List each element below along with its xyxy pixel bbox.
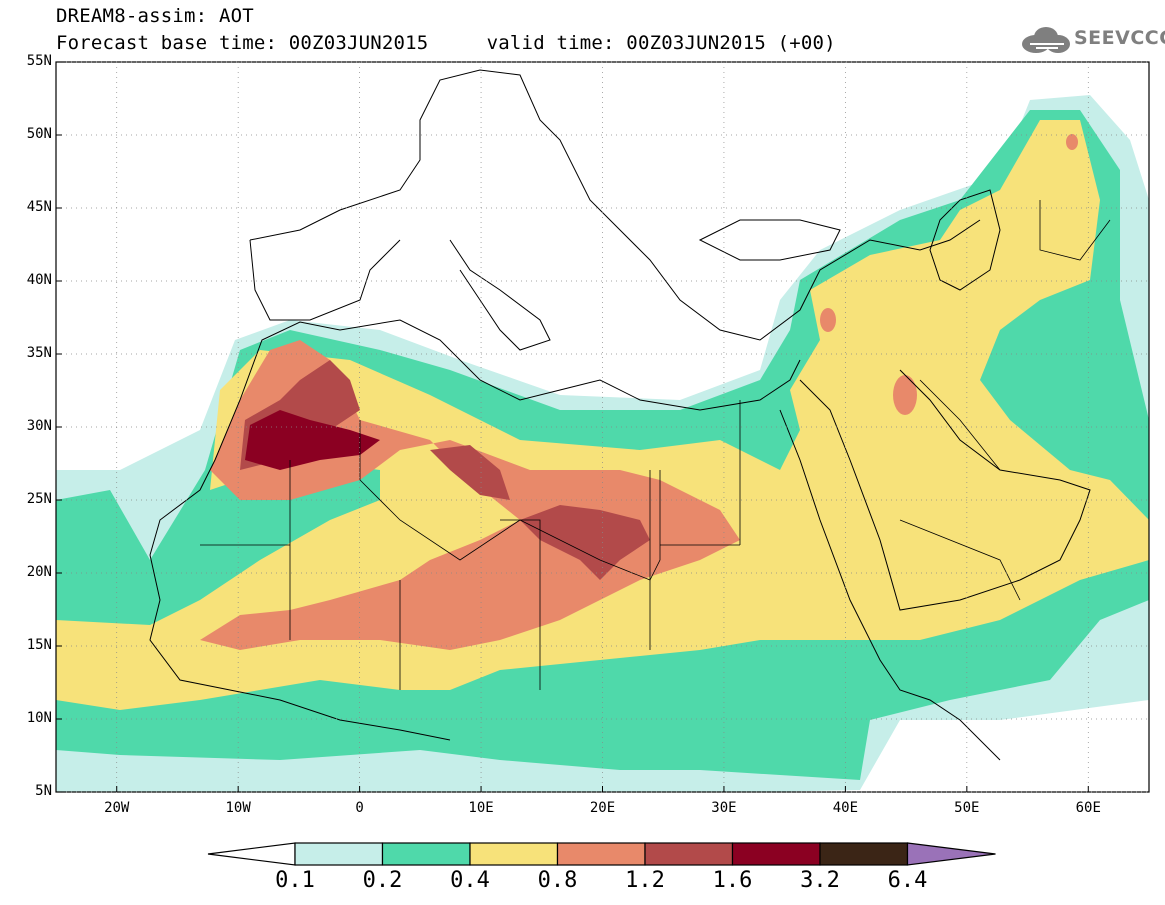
y-tick-label: 40N [26, 272, 52, 288]
y-tick-label: 10N [26, 710, 52, 726]
aot-spot [1066, 134, 1078, 150]
y-tick-label: 50N [26, 126, 52, 142]
y-tick-label: 35N [26, 345, 52, 361]
coastline-iberia [249, 239, 401, 321]
aot-band-1.6 [245, 410, 380, 470]
y-tick-label: 25N [26, 491, 52, 507]
chart-title-line2: Forecast base time: 00Z03JUN2015 valid t… [56, 32, 836, 54]
coastline-caspian [929, 189, 1001, 291]
coastline-africa-west [149, 554, 451, 741]
x-tick-label: 20E [589, 800, 616, 816]
y-tick-label: 15N [26, 637, 52, 653]
x-tick-label: 10E [468, 800, 494, 816]
logo [1022, 27, 1070, 53]
axis-ticks [56, 61, 1089, 793]
x-tick-label: 60E [1075, 800, 1101, 816]
aot-band-1.2 [240, 360, 650, 580]
y-tick-label: 30N [26, 418, 52, 434]
x-tick-label: 10W [225, 800, 251, 816]
colorbar-label: 6.4 [887, 868, 928, 893]
y-tick-label: 20N [26, 564, 52, 580]
aot-spot [820, 308, 836, 332]
colorbar-swatch [731, 842, 821, 866]
colorbar-extend-low [207, 842, 296, 866]
colorbar-label: 0.8 [537, 868, 578, 893]
y-tick-label: 45N [26, 199, 52, 215]
colorbar-swatch [294, 842, 384, 866]
aot-spot [893, 375, 917, 415]
cloud-icon [1022, 27, 1070, 53]
colorbar-label: 0.1 [275, 868, 315, 893]
colorbar-label: 1.2 [625, 868, 665, 893]
coastlines [149, 69, 1091, 761]
chart-title-line1: DREAM8-assim: AOT [56, 5, 254, 27]
logo-text: SEEVCCC [1074, 27, 1165, 49]
colorbar-swatch [556, 842, 646, 866]
country-borders [200, 200, 1111, 690]
coastline-red-sea [779, 409, 1001, 761]
aot-band-0.4 [56, 120, 1149, 710]
colorbar-swatch [469, 842, 559, 866]
x-tick-label: 20W [104, 800, 130, 816]
colorbar-swatch [381, 842, 471, 866]
y-tick-label: 55N [26, 53, 52, 69]
colorbar-label: 0.4 [450, 868, 490, 893]
x-tick-label: 50E [954, 800, 980, 816]
coastline-europe [249, 69, 981, 341]
x-tick-label: 40E [832, 800, 859, 816]
y-tick-label: 5N [35, 783, 52, 799]
colorbar-extend-high [906, 842, 996, 866]
colorbar [207, 842, 996, 866]
coastline-black-sea [698, 219, 841, 261]
colorbar-label: 1.6 [712, 868, 753, 893]
x-tick-label: 0 [355, 800, 364, 816]
aot-fields [56, 95, 1149, 792]
coastline-italy [449, 239, 551, 351]
colorbar-label: 3.2 [800, 868, 840, 893]
colorbar-swatch [644, 842, 734, 866]
x-tick-label: 30E [711, 800, 737, 816]
coastline-arabia [799, 369, 1091, 611]
colorbar-swatch [819, 842, 909, 866]
colorbar-label: 0.2 [362, 868, 403, 893]
coastline-africa-north [149, 319, 801, 556]
